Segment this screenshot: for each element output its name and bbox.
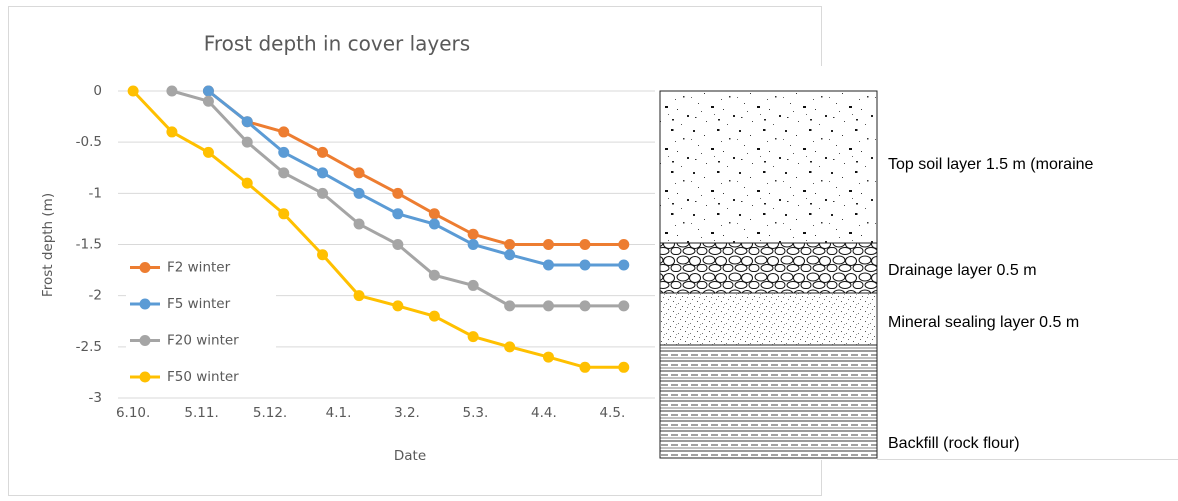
x-tick-label: 4.1. xyxy=(326,405,352,421)
data-point xyxy=(542,259,554,271)
x-tick-label: 4.4. xyxy=(531,405,557,421)
data-point xyxy=(618,239,630,250)
data-point xyxy=(278,126,290,138)
series-line xyxy=(132,89,624,369)
data-point xyxy=(579,361,591,373)
x-tick-label: 3.2. xyxy=(394,405,420,421)
data-point xyxy=(542,351,554,363)
data-point xyxy=(392,208,404,220)
data-point xyxy=(504,300,516,312)
y-tick-label: -1 xyxy=(89,185,102,201)
data-point xyxy=(392,187,404,199)
legend-marker xyxy=(139,371,151,383)
series-line xyxy=(207,89,624,267)
data-point xyxy=(317,167,329,179)
data-point xyxy=(127,85,139,97)
data-point xyxy=(353,290,365,302)
y-tick-label: -0.5 xyxy=(76,134,102,150)
x-tick-label: 6.10. xyxy=(116,405,150,421)
data-point xyxy=(241,177,253,189)
data-point xyxy=(618,259,630,271)
layer-label: Top soil layer 1.5 m (moraine xyxy=(888,156,1094,173)
data-point xyxy=(353,187,365,199)
data-point xyxy=(618,300,630,312)
data-point xyxy=(317,146,329,158)
plot: 0 -0.5 -1 -1.5 -2 -2.5 -3 6.10. 5.11. 5.12. 4.1. 3.… xyxy=(76,83,658,421)
series-line xyxy=(207,89,624,246)
data-point xyxy=(202,146,214,158)
layer-label: Backfill (rock flour) xyxy=(888,435,1020,452)
data-point xyxy=(542,300,554,312)
data-point xyxy=(579,239,591,250)
x-axis-label: Date xyxy=(394,448,426,464)
data-point xyxy=(618,361,630,373)
x-tick-label: 4.5. xyxy=(599,405,625,421)
legend-marker xyxy=(139,335,151,346)
data-point xyxy=(504,249,516,261)
layer-label: Mineral sealing layer 0.5 m xyxy=(888,314,1079,331)
layer-label: Drainage layer 0.5 m xyxy=(888,262,1037,279)
y-axis-label: Frost depth (m) xyxy=(40,193,56,297)
legend-label: F50 winter xyxy=(167,369,239,385)
x-tick-label: 5.3. xyxy=(463,405,489,421)
data-point xyxy=(428,218,440,230)
sealing-layer xyxy=(659,292,878,346)
chart-title: Frost depth in cover layers xyxy=(204,32,470,56)
data-point xyxy=(428,310,440,322)
data-point xyxy=(467,331,479,343)
data-point xyxy=(579,300,591,312)
data-point xyxy=(278,167,290,179)
backfill-layer xyxy=(659,344,878,459)
data-point xyxy=(166,126,178,138)
data-point xyxy=(241,116,253,128)
y-tick-label: -1.5 xyxy=(76,237,102,253)
data-point xyxy=(467,279,479,291)
top-soil-layer xyxy=(659,90,878,244)
data-point xyxy=(504,341,516,353)
data-point xyxy=(392,239,404,250)
data-point xyxy=(467,228,479,240)
data-point xyxy=(428,208,440,220)
y-tick-label: -2 xyxy=(89,288,102,304)
data-point xyxy=(353,167,365,179)
data-point xyxy=(579,259,591,271)
data-point xyxy=(542,239,554,250)
data-point xyxy=(392,300,404,312)
data-point xyxy=(241,136,253,148)
y-tick-label: -3 xyxy=(89,390,102,406)
x-tick-label: 5.11. xyxy=(184,405,218,421)
legend-marker xyxy=(139,298,151,310)
data-point xyxy=(278,146,290,158)
data-point xyxy=(317,249,329,261)
x-tick-label: 5.12. xyxy=(253,405,287,421)
data-point xyxy=(166,85,178,97)
legend-label: F2 winter xyxy=(167,260,231,276)
data-point xyxy=(504,239,516,250)
layer-diagram: Top soil layer 1.5 m (moraine Drainage l… xyxy=(655,66,1178,460)
legend-marker xyxy=(139,262,151,273)
data-point xyxy=(202,85,214,97)
data-point xyxy=(428,269,440,281)
data-point xyxy=(202,95,214,107)
drainage-layer xyxy=(659,242,878,294)
data-point xyxy=(353,218,365,230)
data-point xyxy=(467,239,479,250)
y-tick-label: -2.5 xyxy=(76,339,102,355)
data-point xyxy=(317,187,329,199)
legend-label: F20 winter xyxy=(167,333,239,349)
legend-label: F5 winter xyxy=(167,296,231,312)
data-point xyxy=(278,208,290,220)
y-tick-label: 0 xyxy=(93,83,102,99)
